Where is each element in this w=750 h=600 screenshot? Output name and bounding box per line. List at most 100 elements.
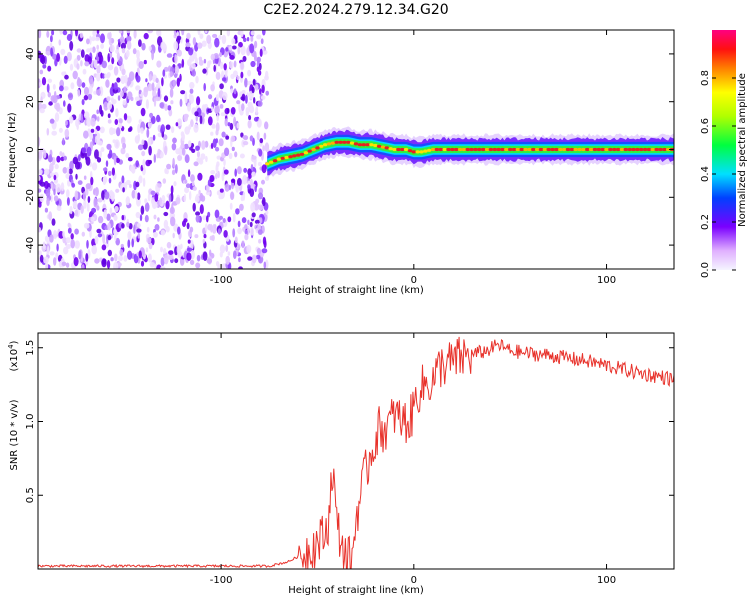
noise-speck — [157, 87, 161, 98]
noise-speck — [223, 158, 226, 166]
noise-speck — [38, 250, 42, 256]
noise-speck — [247, 69, 252, 77]
noise-speck — [233, 88, 237, 95]
noise-speck — [194, 111, 199, 117]
noise-speck — [53, 195, 59, 202]
noise-speck — [205, 66, 209, 76]
noise-speck — [41, 103, 47, 110]
noise-speck — [160, 229, 166, 236]
noise-speck — [89, 47, 93, 53]
noise-speck — [160, 41, 166, 50]
noise-speck — [257, 100, 263, 107]
noise-speck — [137, 123, 141, 134]
noise-speck — [258, 148, 263, 157]
noise-speck — [244, 224, 248, 230]
noise-speck — [39, 81, 42, 87]
noise-speck — [245, 94, 248, 104]
colorbar-tick-label: 0.6 — [700, 118, 711, 134]
noise-speck — [180, 243, 183, 250]
noise-speck — [189, 88, 194, 94]
noise-speck — [44, 207, 49, 213]
noise-speck — [66, 166, 70, 175]
noise-speck — [67, 227, 72, 234]
noise-speck — [249, 43, 255, 54]
noise-speck — [216, 190, 221, 196]
noise-speck — [52, 95, 58, 104]
ridge-peak — [477, 147, 482, 152]
ridge-peak — [392, 147, 397, 152]
noise-speck — [170, 216, 176, 227]
noise-speck — [72, 200, 78, 209]
noise-speck — [124, 74, 128, 84]
noise-speck — [220, 61, 224, 70]
noise-speck — [138, 61, 144, 69]
noise-speck — [252, 78, 256, 86]
noise-speck — [231, 146, 235, 152]
noise-speck — [219, 52, 222, 58]
noise-speck — [257, 161, 262, 167]
noise-speck — [179, 73, 182, 82]
ridge-peak — [565, 147, 571, 152]
noise-speck — [61, 261, 67, 267]
noise-speck — [135, 85, 139, 91]
noise-speck — [72, 156, 79, 165]
noise-speck — [194, 195, 200, 203]
ridge-peak — [558, 147, 563, 152]
ridge-peak — [342, 140, 347, 144]
noise-speck — [38, 169, 43, 175]
ridge-peak — [442, 147, 447, 152]
noise-speck — [83, 222, 90, 229]
noise-speck — [159, 197, 162, 206]
noise-speck — [38, 30, 42, 39]
noise-speck — [133, 30, 137, 39]
noise-speck — [169, 88, 174, 98]
noise-speck — [162, 69, 166, 77]
ridge-peak — [615, 147, 621, 152]
ridge-peak — [650, 147, 655, 152]
ridge-peak — [600, 147, 605, 152]
noise-speck — [197, 42, 203, 49]
noise-speck — [96, 65, 101, 74]
noise-speck — [55, 252, 59, 260]
noise-speck — [157, 183, 162, 188]
noise-speck — [241, 89, 246, 95]
ridge-peak — [504, 147, 509, 152]
noise-speck — [72, 70, 78, 80]
noise-speck — [250, 202, 256, 213]
noise-speck — [75, 30, 78, 37]
noise-speck — [167, 105, 172, 111]
noise-speck — [106, 96, 111, 102]
noise-speck — [38, 137, 41, 147]
noise-speck — [134, 190, 138, 200]
svg-text:(x104): (x104) — [7, 340, 20, 371]
noise-speck — [81, 147, 87, 154]
noise-speck — [251, 155, 257, 160]
noise-speck — [99, 126, 105, 134]
noise-speck — [237, 46, 241, 55]
noise-speck — [204, 103, 208, 109]
noise-speck — [95, 125, 101, 131]
noise-speck — [254, 40, 258, 49]
noise-speck — [185, 183, 191, 188]
noise-speck — [102, 233, 106, 244]
noise-speck — [76, 54, 81, 61]
noise-speck — [55, 102, 61, 112]
noise-speck — [263, 261, 267, 269]
ridge-peak — [365, 143, 370, 147]
ridge-peak — [531, 147, 536, 152]
noise-speck — [51, 218, 56, 226]
ridge-peak — [315, 146, 320, 150]
noise-speck — [134, 135, 140, 144]
noise-speck — [141, 42, 146, 51]
ridge-peak — [454, 147, 459, 152]
noise-speck — [204, 223, 208, 232]
noise-speck — [188, 93, 192, 99]
noise-speck — [224, 118, 228, 127]
noise-speck — [163, 254, 169, 265]
noise-speck — [118, 118, 123, 124]
noise-speck — [199, 33, 204, 39]
noise-speck — [186, 222, 190, 230]
noise-speck — [184, 187, 190, 194]
noise-speck — [172, 232, 175, 239]
ridge-peak — [666, 147, 671, 152]
